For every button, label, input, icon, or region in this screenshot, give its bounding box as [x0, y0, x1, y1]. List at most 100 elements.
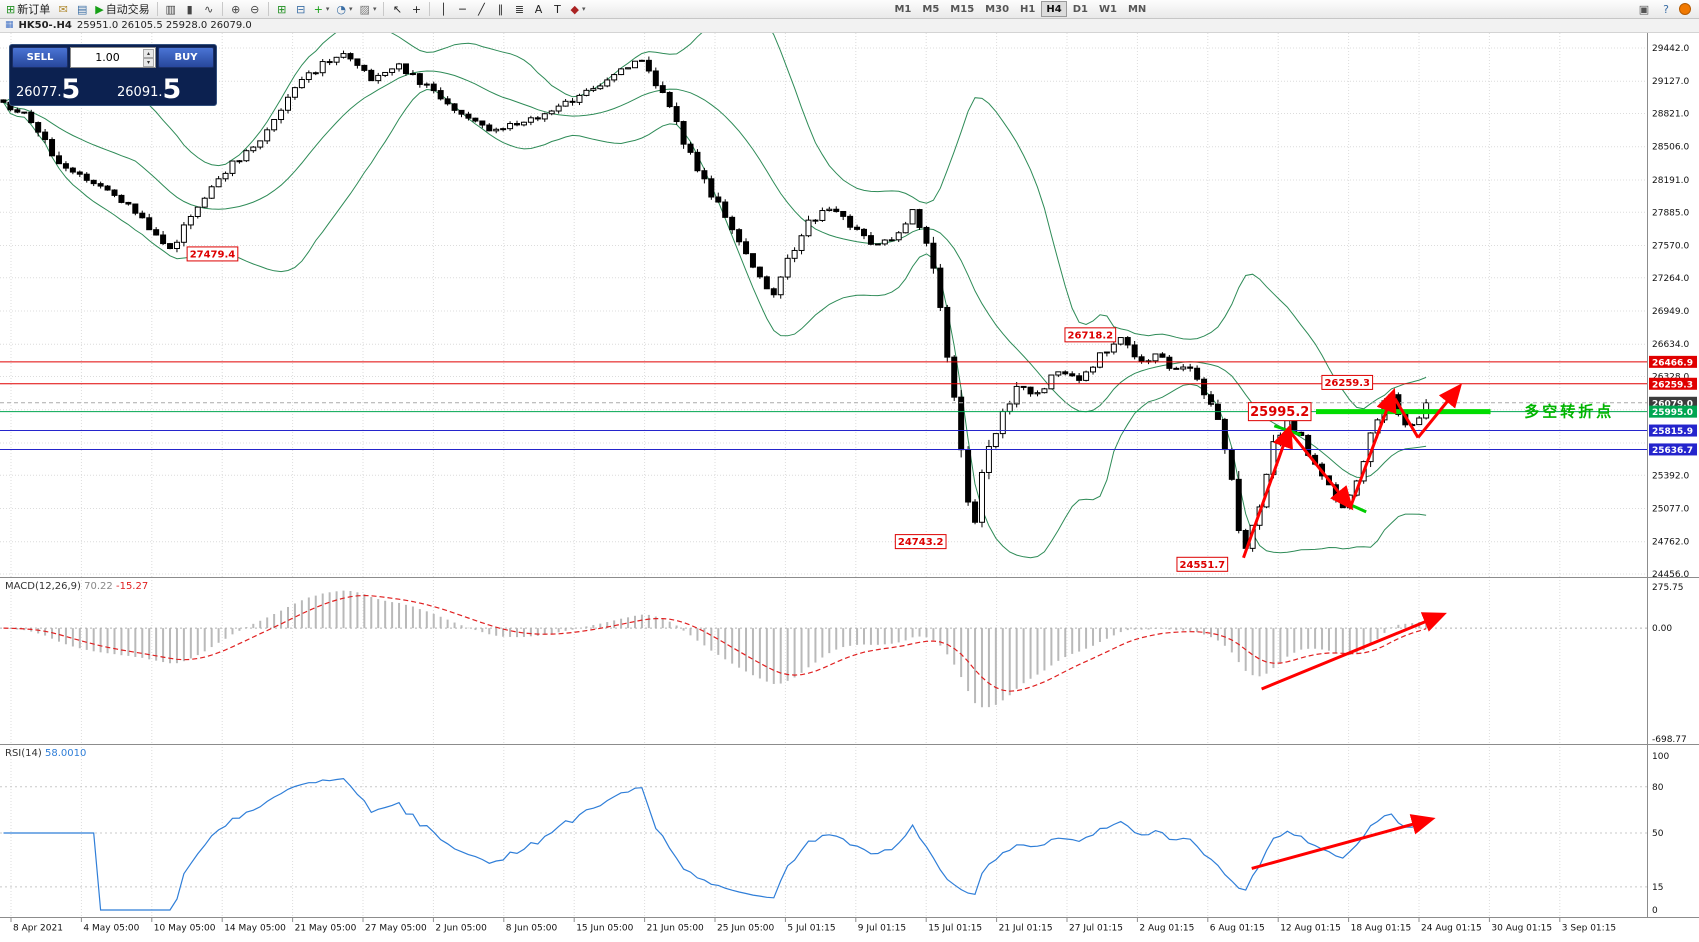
svg-text:24551.7: 24551.7: [1180, 560, 1226, 571]
fibonacci-icon[interactable]: ≣: [510, 1, 528, 18]
buy-button[interactable]: BUY: [158, 47, 214, 68]
trend-arrow-3[interactable]: [1393, 397, 1420, 439]
time-axis[interactable]: 8 Apr 2021 4 May 05:00 10 May 05:00 14 May …: [10, 917, 1616, 934]
line-chart-type-icon[interactable]: ∿: [200, 1, 218, 18]
sell-price[interactable]: 26077. 5: [12, 69, 113, 103]
svg-text:25 Jun 05:00: 25 Jun 05:00: [717, 924, 774, 934]
timeframe-w1[interactable]: W1: [1098, 3, 1117, 15]
trendline-icon[interactable]: ╱: [472, 1, 490, 18]
new-order-button[interactable]: ⊞ 新订单: [3, 1, 53, 18]
bar-chart-type-icon[interactable]: ▥: [162, 1, 180, 18]
mail-icon[interactable]: ✉: [54, 1, 72, 18]
candlestick-type-icon[interactable]: ▮: [181, 1, 199, 18]
lot-increase-button[interactable]: ▴: [143, 48, 154, 58]
tile-windows-icon[interactable]: ⊞: [273, 1, 291, 18]
rsi-scale: 100 80 50 15 0: [1652, 752, 1669, 916]
svg-text:28191.0: 28191.0: [1652, 176, 1689, 186]
equidistant-channel-icon[interactable]: ∥: [491, 1, 509, 18]
buy-price-small: 26091.: [117, 84, 163, 100]
lot-value: 1.00: [95, 51, 120, 64]
svg-text:24762.0: 24762.0: [1652, 538, 1689, 548]
sell-price-small: 26077.: [16, 84, 62, 100]
cascade-windows-icon-glyph: ⊟: [296, 2, 306, 16]
trend-arrow-4[interactable]: [1416, 383, 1463, 439]
timeframe-m30[interactable]: M30: [985, 3, 1010, 15]
timeframe-m5[interactable]: M5: [922, 3, 940, 15]
vertical-line-icon-glyph: │: [440, 2, 447, 16]
timeframe-h4[interactable]: H4: [1041, 1, 1067, 17]
price-callout-26259.3[interactable]: 26259.3: [1321, 374, 1374, 390]
svg-text:10 May 05:00: 10 May 05:00: [154, 924, 216, 934]
buy-price[interactable]: 26091. 5: [113, 69, 214, 103]
market-watch-icon-glyph: ▤: [77, 2, 88, 16]
price-callout-27479.4[interactable]: 27479.4: [186, 246, 239, 262]
lot-decrease-button[interactable]: ▾: [143, 57, 154, 67]
svg-text:4 May 05:00: 4 May 05:00: [83, 924, 139, 934]
text-icon[interactable]: A: [529, 1, 547, 18]
sell-button[interactable]: SELL: [12, 47, 68, 68]
zoom-in-icon[interactable]: ⊕: [227, 1, 245, 18]
timeframe-m1[interactable]: M1: [894, 3, 912, 15]
indicators-icon-caret: ▾: [325, 5, 330, 13]
community-icon[interactable]: [1679, 3, 1691, 15]
cascade-windows-icon[interactable]: ⊟: [292, 1, 310, 18]
macd-scale: 275.75 0.00 -698.77: [1652, 583, 1687, 745]
lot-size-field[interactable]: 1.00 ▴ ▾: [70, 47, 156, 68]
macd-value-signal: -15.27: [115, 581, 149, 592]
svg-text:27 Jul 01:15: 27 Jul 01:15: [1069, 924, 1123, 934]
price-callout-26718.2[interactable]: 26718.2: [1064, 327, 1117, 343]
fullscreen-icon[interactable]: ▣: [1635, 1, 1653, 18]
price-callout-24743.2[interactable]: 24743.2: [894, 534, 947, 550]
bollinger-upper-line: [3, 33, 1427, 410]
fibonacci-icon-glyph: ≣: [514, 2, 525, 16]
svg-text:27570.0: 27570.0: [1652, 241, 1689, 251]
crosshair-icon-glyph: +: [411, 2, 422, 16]
text-label-icon[interactable]: T: [548, 1, 566, 18]
turning-point-label[interactable]: 多空转折点: [1524, 403, 1614, 421]
main-toolbar: ⊞ 新订单 ✉ ▤ ▶ 自动交易 ▥ ▮ ∿ ⊕ ⊖ ⊞ ⊟ + ▾ ◔ ▾ ▨ ▾ ↖ + │ ─ ╱ ∥ ≣ A T ◆ ▾ M1 M5 M…: [0, 0, 1699, 19]
price-callout-25995.2[interactable]: 25995.2: [1247, 402, 1312, 422]
market-watch-icon[interactable]: ▤: [73, 1, 91, 18]
svg-text:30 Aug 01:15: 30 Aug 01:15: [1491, 924, 1552, 934]
periods-icon-glyph: ◔: [336, 2, 347, 16]
horizontal-line-icon[interactable]: ─: [453, 1, 471, 18]
trend-arrow-2[interactable]: [1349, 387, 1397, 508]
trend-arrow-0[interactable]: [1242, 423, 1293, 559]
timeframe-mn[interactable]: MN: [1127, 3, 1147, 15]
timeframe-d1[interactable]: D1: [1072, 3, 1088, 15]
chart-canvas[interactable]: 27479.4 26718.2 26259.3 25995.2 24743.2 24551…: [0, 33, 1699, 942]
svg-text:25077.0: 25077.0: [1652, 504, 1689, 514]
periods-icon[interactable]: ◔ ▾: [333, 1, 355, 18]
horizontal-line-icon-glyph: ─: [459, 2, 466, 16]
rsi-name: RSI(14): [5, 748, 42, 759]
timeframe-h1[interactable]: H1: [1020, 3, 1036, 15]
timeframe-m15[interactable]: M15: [950, 3, 975, 15]
price-axis[interactable]: 29442.0 29127.0 28821.0 28506.0 28191.0 27885…: [1649, 44, 1697, 580]
crosshair-icon[interactable]: +: [407, 1, 425, 18]
price-callout-24551.7[interactable]: 24551.7: [1176, 556, 1229, 572]
help-icon[interactable]: ?: [1657, 1, 1675, 18]
svg-text:14 May 05:00: 14 May 05:00: [224, 924, 286, 934]
vertical-line-icon[interactable]: │: [434, 1, 452, 18]
cursor-icon[interactable]: ↖: [388, 1, 406, 18]
toolbar-right-group: ▣?: [1635, 1, 1696, 18]
trend-arrow-1[interactable]: [1288, 430, 1354, 511]
rsi-value: 58.0010: [44, 748, 87, 759]
zoom-out-icon-glyph: ⊖: [250, 2, 260, 16]
autotrading-button[interactable]: ▶ 自动交易: [92, 1, 152, 18]
arrows-tool-icon[interactable]: ◆ ▾: [567, 1, 588, 18]
svg-text:50: 50: [1652, 829, 1664, 839]
macd-trend-arrow[interactable]: [1261, 612, 1447, 691]
zoom-out-icon[interactable]: ⊖: [246, 1, 264, 18]
indicators-icon-glyph: +: [313, 2, 323, 16]
svg-text:24743.2: 24743.2: [898, 537, 944, 548]
svg-text:5 Jul 01:15: 5 Jul 01:15: [787, 924, 835, 934]
new-order-button-glyph: ⊞: [6, 2, 16, 16]
rsi-trend-arrow[interactable]: [1251, 814, 1436, 870]
templates-icon[interactable]: ▨ ▾: [357, 1, 380, 18]
chart-symbol-title: HK50-.H4: [18, 20, 72, 31]
periods-icon-caret: ▾: [349, 5, 353, 13]
arrows-tool-icon-glyph: ◆: [570, 2, 579, 16]
one-click-trading-panel: SELL 1.00 ▴ ▾ BUY 26077. 5 26091. 5: [9, 44, 217, 106]
indicators-icon[interactable]: + ▾: [311, 1, 333, 18]
